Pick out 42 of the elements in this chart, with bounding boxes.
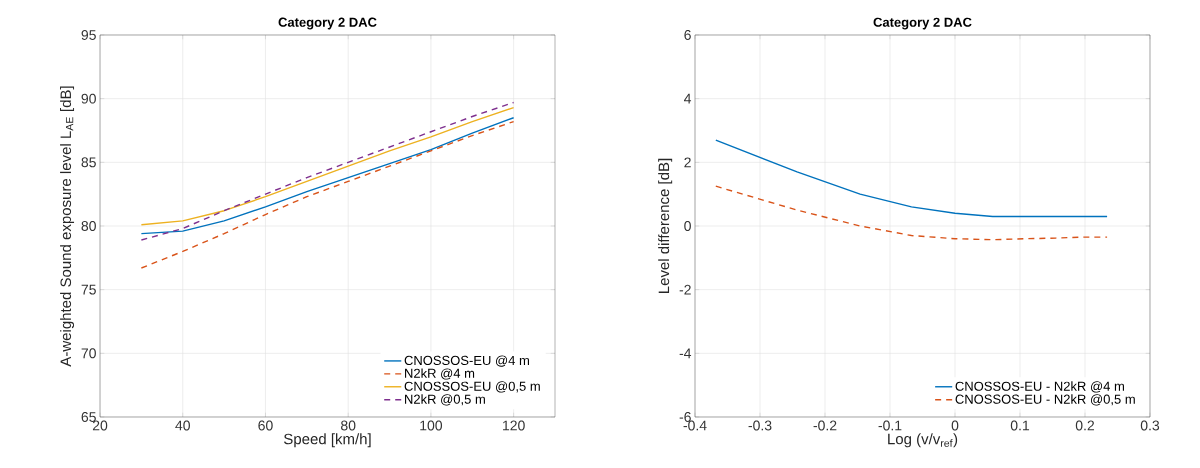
- x-tick-label: -0.2: [813, 420, 837, 431]
- x-axis-title: Speed [km/h]: [283, 433, 371, 448]
- y-tick-label: -2: [679, 284, 691, 295]
- x-tick-label: 40: [175, 420, 190, 431]
- y-tick-label: 85: [81, 157, 96, 168]
- y-axis-title: A-weighted Sound exposure level L$_{AE}$ [dB]: [60, 86, 75, 367]
- y-tick-label: 0: [684, 221, 691, 231]
- x-tick-label: 0.2: [1075, 420, 1095, 431]
- x-tick-label: 0.1: [1010, 420, 1030, 431]
- y-tick-label: 65: [81, 412, 96, 422]
- y-tick-label: 2: [684, 157, 691, 168]
- x-tick-label: -0.1: [878, 420, 902, 431]
- line-series: [140, 117, 515, 235]
- legend-label: CNOSSOS-EU - N2kR @4 m: [955, 381, 1124, 393]
- y-tick-label: -6: [679, 412, 691, 422]
- y-tick-label: 90: [81, 93, 96, 104]
- x-axis-title: Log (v/v$_{ref}$): [888, 433, 958, 448]
- x-tick-label: 0.3: [1140, 420, 1160, 431]
- y-tick-label: 70: [81, 348, 96, 359]
- x-tick-label: 100: [420, 420, 443, 431]
- x-tick-label: -0.4: [683, 420, 707, 431]
- x-tick-label: 20: [92, 420, 108, 431]
- legend-label: N2kR @4 m: [405, 368, 475, 380]
- legend-label: CNOSSOS-EU @0,5 m: [404, 381, 540, 393]
- chart-title: Category 2 DAC: [278, 17, 377, 30]
- legend-label: CNOSSOS-EU @4 m: [404, 355, 529, 367]
- y-tick-label: 6: [684, 30, 691, 40]
- x-tick-label: 0: [951, 420, 959, 431]
- x-tick-label: 120: [503, 420, 525, 431]
- y-tick-label: 75: [81, 284, 96, 295]
- x-tick-label: -0.3: [748, 420, 772, 431]
- y-axis-title: Level difference [dB]: [658, 158, 673, 294]
- line-series: [715, 185, 1108, 241]
- x-tick-label: 60: [258, 420, 273, 431]
- y-tick-label: 95: [81, 30, 96, 40]
- y-tick-label: 80: [81, 221, 96, 231]
- y-tick-label: 4: [684, 93, 692, 104]
- legend-label: CNOSSOS-EU - N2kR @0,5 m: [955, 394, 1135, 406]
- legend-label: N2kR @0,5 m: [405, 394, 485, 406]
- x-tick-label: 80: [341, 420, 356, 431]
- y-tick-label: -4: [679, 348, 692, 359]
- chart-title: Category 2 DAC: [873, 17, 972, 30]
